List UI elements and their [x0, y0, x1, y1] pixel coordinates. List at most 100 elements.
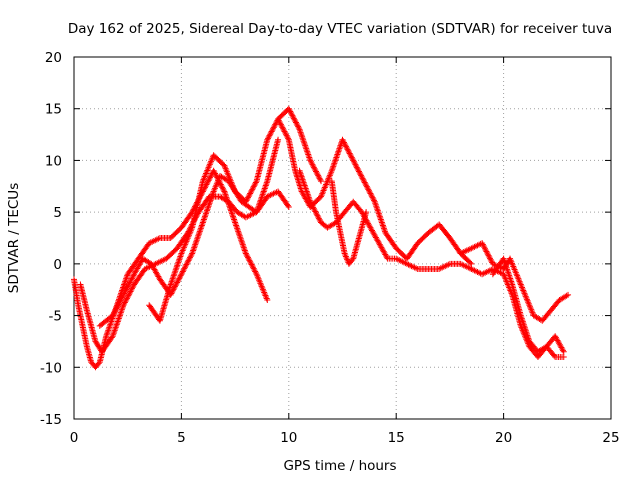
data-point: [103, 333, 110, 340]
data-point: [212, 170, 219, 177]
data-point: [277, 120, 284, 127]
data-point: [342, 253, 349, 260]
data-point: [304, 150, 311, 157]
data-point: [205, 203, 212, 210]
chart-title: Day 162 of 2025, Sidereal Day-to-day VTE…: [68, 21, 612, 37]
data-point: [171, 271, 178, 278]
x-tick-label: 15: [388, 430, 405, 446]
data-point: [177, 253, 184, 260]
data-point: [379, 222, 386, 229]
data-point: [330, 163, 337, 170]
data-point: [375, 210, 382, 217]
data-point: [235, 228, 242, 235]
data-point: [199, 220, 206, 227]
data-point: [221, 188, 228, 195]
data-point: [191, 243, 198, 250]
data-point: [376, 212, 383, 219]
data-point: [174, 278, 181, 285]
data-point: [306, 197, 313, 204]
data-point: [526, 303, 533, 310]
data-point: [203, 207, 210, 214]
data-point: [514, 274, 521, 281]
y-tick-label: 15: [45, 102, 62, 118]
data-point: [293, 120, 300, 127]
data-point: [298, 130, 305, 137]
data-point: [261, 185, 268, 192]
data-point: [525, 300, 532, 307]
data-point: [522, 293, 529, 300]
data-point: [177, 272, 184, 279]
data-point: [234, 226, 241, 233]
data-point: [194, 234, 201, 241]
data-point: [467, 259, 474, 266]
data-point: [221, 189, 228, 196]
y-tick-label: -5: [49, 309, 62, 325]
data-point: [358, 173, 365, 180]
data-point: [517, 280, 524, 287]
data-point: [526, 302, 533, 309]
data-point: [246, 257, 253, 264]
y-tick-label: 0: [53, 257, 62, 273]
x-tick-label: 20: [495, 430, 512, 446]
data-point: [232, 219, 239, 226]
data-point: [315, 172, 322, 179]
data-point: [200, 218, 207, 225]
data-point: [344, 146, 351, 153]
data-point: [313, 168, 320, 175]
data-point: [520, 287, 527, 294]
data-point: [116, 298, 123, 305]
data-point: [121, 289, 128, 296]
data-point: [299, 175, 306, 182]
data-point: [249, 262, 256, 269]
data-point: [119, 303, 126, 310]
data-point: [267, 131, 274, 138]
data-point: [176, 273, 183, 280]
data-point: [191, 244, 198, 251]
data-point: [175, 259, 182, 266]
data-point: [514, 272, 521, 279]
data-point: [298, 173, 305, 180]
data-point: [124, 283, 131, 290]
data-point: [308, 160, 315, 167]
data-point: [116, 312, 123, 319]
data-point: [186, 256, 193, 263]
data-point: [350, 157, 357, 164]
data-point: [336, 145, 343, 152]
data-point: [306, 155, 313, 162]
data-point: [290, 115, 297, 122]
data-point: [380, 225, 387, 232]
data-point: [311, 165, 318, 172]
data-point: [346, 150, 353, 157]
data-point: [103, 331, 110, 338]
data-point: [341, 250, 348, 257]
data-point: [355, 168, 362, 175]
data-point: [173, 263, 180, 270]
data-point: [262, 184, 269, 191]
data-point: [128, 275, 135, 282]
data-point: [343, 145, 350, 152]
data-point: [198, 223, 205, 230]
data-point: [361, 179, 368, 186]
data-point: [307, 158, 314, 165]
data-point: [112, 307, 119, 314]
data-point: [104, 328, 111, 335]
data-point: [168, 280, 175, 287]
data-point: [238, 238, 245, 245]
data-point: [123, 284, 130, 291]
data-point: [241, 247, 248, 254]
data-point: [258, 194, 265, 201]
data-point: [563, 292, 570, 299]
data-point: [363, 209, 370, 216]
data-point: [170, 272, 177, 279]
data-point: [113, 304, 120, 311]
data-point: [313, 169, 320, 176]
data-point: [277, 121, 284, 128]
data-point: [289, 112, 296, 119]
data-point: [237, 234, 244, 241]
data-point: [190, 247, 197, 254]
data-point: [231, 216, 238, 223]
data-point: [333, 152, 340, 159]
data-point: [339, 136, 346, 143]
data-point: [335, 148, 342, 155]
